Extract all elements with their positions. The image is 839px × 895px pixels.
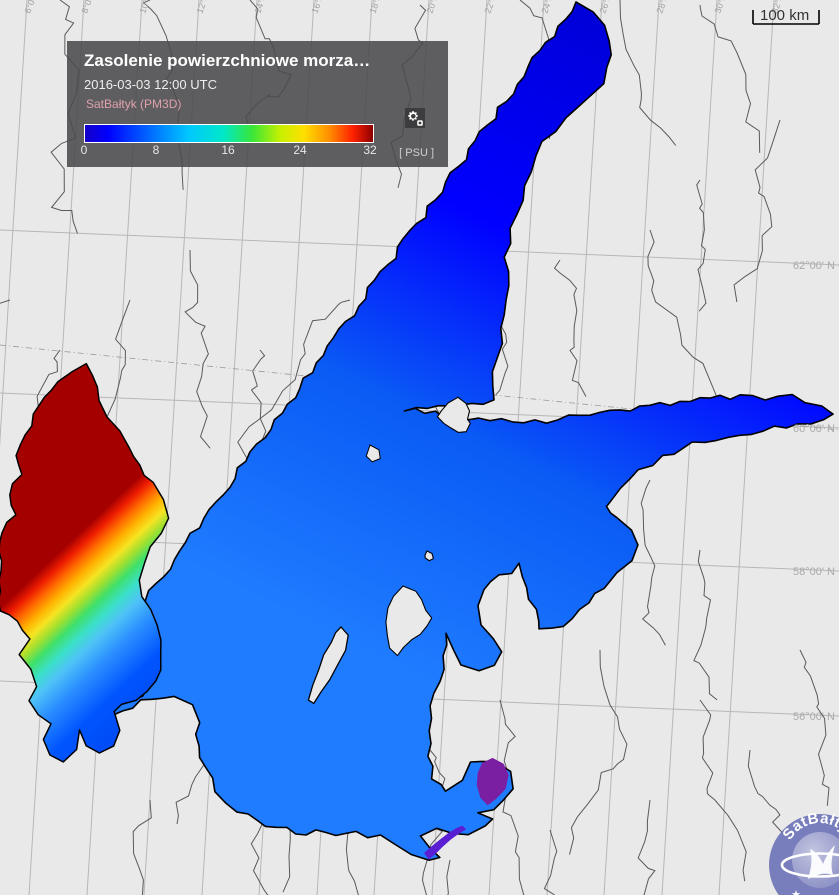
svg-text:100 km: 100 km bbox=[760, 7, 809, 24]
svg-text:★: ★ bbox=[791, 889, 801, 895]
svg-text:56°00' N: 56°00' N bbox=[793, 711, 835, 723]
svg-text:62°00' N: 62°00' N bbox=[793, 260, 835, 272]
svg-text:58°00' N: 58°00' N bbox=[793, 566, 835, 578]
svg-text:60°00' N: 60°00' N bbox=[793, 423, 835, 435]
